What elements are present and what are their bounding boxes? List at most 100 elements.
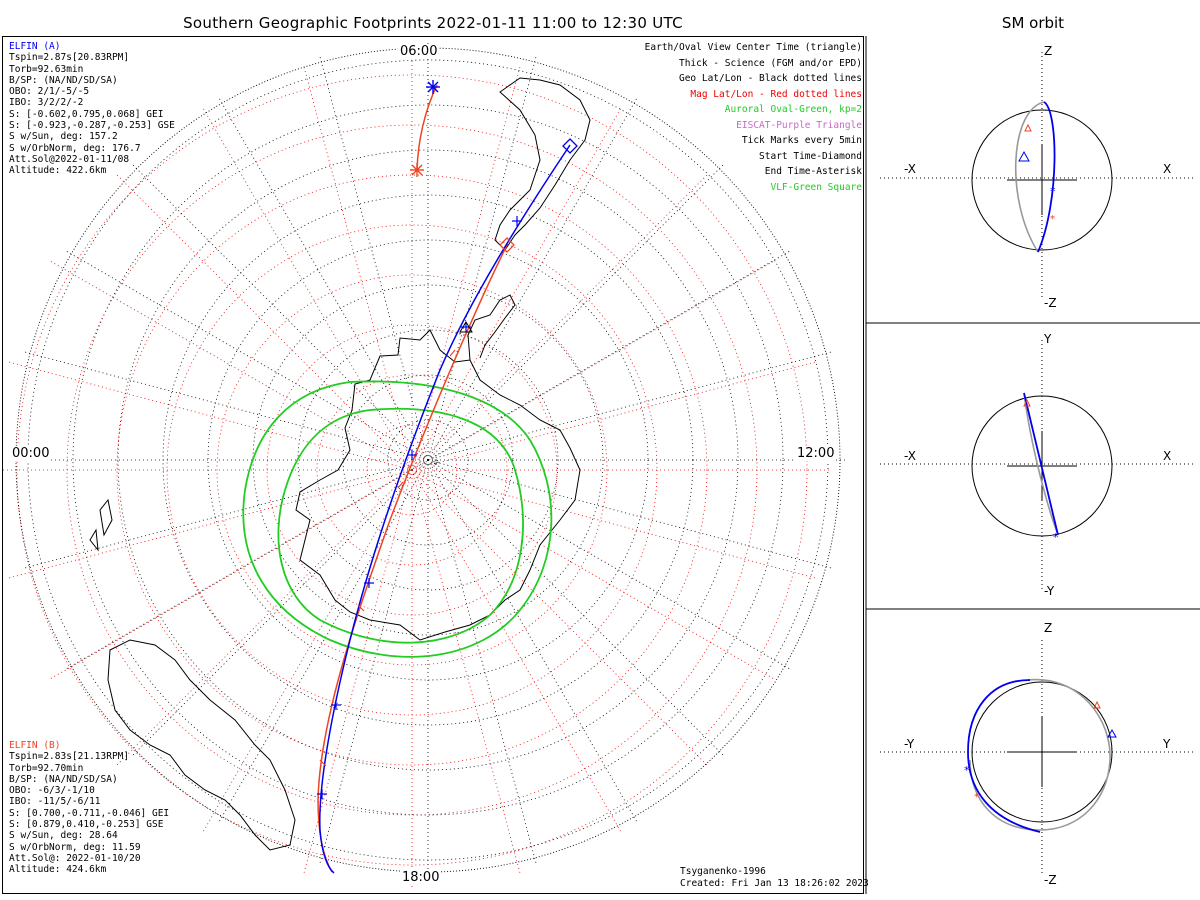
elfin-a-line: Att.Sol@2022-01-11/08 xyxy=(9,153,130,165)
pole-marker xyxy=(433,459,439,465)
legend-item: End Time-Asterisk xyxy=(764,166,862,177)
elfin-b-line: Tspin=2.83s[21.13RPM] xyxy=(9,751,130,763)
meridian-line xyxy=(411,106,623,471)
elfin-a-line: S: [-0.923,-0.287,-0.253] GSE xyxy=(9,120,175,132)
meridian-line xyxy=(411,469,710,768)
panel1-left-label: -X xyxy=(904,162,916,176)
legend-item: VLF-Green Square xyxy=(770,181,862,193)
panel3-bottom-label: -Z xyxy=(1044,873,1057,887)
south-america-coastline xyxy=(494,77,591,251)
africa-coastline xyxy=(107,639,296,851)
time-label-left: 00:00 xyxy=(10,446,52,461)
elfin-a-footprint-track xyxy=(319,144,571,874)
plot-title: Southern Geographic Footprints 2022-01-1… xyxy=(183,14,683,32)
meridian-line xyxy=(114,172,413,471)
panel3-left-label: -Y xyxy=(904,737,915,751)
elfin-a-line: S w/Sun, deg: 157.2 xyxy=(9,131,118,143)
elfin-a-end-asterisk xyxy=(426,80,440,94)
meridian-line xyxy=(201,469,413,834)
elfin-b-line: B/SP: (NA/ND/SD/SA) xyxy=(9,773,118,785)
track-tick-marks xyxy=(317,216,522,799)
auroral-oval-outer xyxy=(242,380,553,658)
svg-text:*: * xyxy=(974,792,979,803)
antarctic-peninsula xyxy=(467,294,516,361)
svg-text:*: * xyxy=(1050,185,1056,198)
elfin-a-info: ELFIN (A) Tspin=2.87s[20.83RPM] Torb=92.… xyxy=(9,41,175,177)
legend-item: Start Time-Diamond xyxy=(759,150,862,162)
elfin-b-line: Att.Sol@: 2022-01-10/20 xyxy=(9,852,141,864)
meridian-line xyxy=(201,106,413,471)
time-label-top: 06:00 xyxy=(398,44,440,59)
elfin-b-name: ELFIN (B) xyxy=(9,740,61,751)
elfin-a-line: OBO: 2/1/-5/-5 xyxy=(9,86,90,98)
sm-orbit-title: SM orbit xyxy=(1001,14,1065,32)
meridian-line xyxy=(48,469,413,681)
elfin-b-line: S w/OrbNorm, deg: 11.59 xyxy=(9,841,141,853)
meridian-line xyxy=(427,54,538,461)
meridian-line xyxy=(427,459,792,671)
elfin-a-line: Torb=92.63min xyxy=(9,63,84,75)
sm-panel-xz: * * xyxy=(880,52,1195,300)
panel2-left-label: -X xyxy=(904,449,916,463)
meridian-line xyxy=(6,469,413,580)
meridian-line xyxy=(130,459,429,758)
meridian-line xyxy=(427,459,639,824)
meridian-line xyxy=(427,162,726,461)
meridian-line xyxy=(411,172,710,471)
model-name: Tsyganenko-1996 xyxy=(680,866,766,877)
meridian-line xyxy=(411,360,818,471)
legend: Earth/Oval View Center Time (triangle) T… xyxy=(645,40,862,195)
panel1-right-label: X xyxy=(1163,162,1172,176)
meridian-line xyxy=(427,96,639,461)
meridian-line xyxy=(217,96,429,461)
elfin-b-line: S: [0.879,0.410,-0.253] GSE xyxy=(9,819,164,831)
meridian-line xyxy=(22,459,429,570)
time-label-right: 12:00 xyxy=(795,446,837,461)
elfin-b-line: S w/Sun, deg: 28.64 xyxy=(9,830,118,842)
legend-item: Earth/Oval View Center Time (triangle) xyxy=(644,42,862,53)
svg-text:*: * xyxy=(1050,214,1055,225)
footprint-map-frame xyxy=(2,36,864,894)
svg-text:*: * xyxy=(1053,531,1059,544)
panel2-bottom-label: -Y xyxy=(1044,584,1055,598)
legend-item: EISCAT-Purple Triangle xyxy=(736,119,862,131)
time-label-bottom: 18:00 xyxy=(400,870,442,885)
view-center-triangle xyxy=(459,321,473,333)
panel2-right-label: X xyxy=(1163,449,1172,463)
elfin-b-line: Torb=92.70min xyxy=(9,762,84,774)
panel3-top-label: Z xyxy=(1044,621,1053,635)
meridian-line xyxy=(411,469,623,834)
new-zealand-coastline xyxy=(89,498,113,552)
meridian-line xyxy=(427,459,726,758)
meridian-line xyxy=(427,350,834,461)
meridian-line xyxy=(64,249,429,461)
meridian-line xyxy=(411,259,776,471)
elfin-b-line: OBO: -6/3/-1/10 xyxy=(9,785,95,797)
elfin-b-line: S: [0.700,-0.711,-0.046] GEI xyxy=(9,807,170,819)
legend-item: Mag Lat/Lon - Red dotted lines xyxy=(690,88,862,100)
sm-orbit-panels xyxy=(865,36,1200,894)
elfin-b-line: Altitude: 424.6km xyxy=(9,864,107,876)
panel3-right-label: Y xyxy=(1163,737,1171,751)
panel1-top-label: Z xyxy=(1044,44,1053,58)
legend-item: Tick Marks every 5min xyxy=(741,135,862,146)
meridian-line xyxy=(48,259,413,471)
elfin-a-start-diamond xyxy=(562,138,578,154)
auroral-oval-inner xyxy=(277,407,524,644)
elfin-a-line: Altitude: 422.6km xyxy=(9,165,107,177)
elfin-b-start-diamond xyxy=(499,237,515,253)
elfin-b-footprint-track xyxy=(317,84,508,873)
panel2-top-label: Y xyxy=(1044,332,1052,346)
legend-item: Geo Lat/Lon - Black dotted lines xyxy=(678,73,862,84)
meridian-line xyxy=(427,459,538,866)
sm-panel-yz: * * xyxy=(880,640,1195,875)
panel1-bottom-label: -Z xyxy=(1044,296,1057,310)
created-timestamp: Created: Fri Jan 13 18:26:02 2023 xyxy=(680,878,869,889)
elfin-b-line: IBO: -11/5/-6/11 xyxy=(9,796,101,808)
legend-item: Auroral Oval-Green, kp=2 xyxy=(724,104,862,115)
svg-text:*: * xyxy=(964,764,970,777)
footer: Tsyganenko-1996 Created: Fri Jan 13 18:2… xyxy=(680,866,869,890)
elfin-a-line: Tspin=2.87s[20.83RPM] xyxy=(9,52,130,64)
sm-panel-xy: * xyxy=(880,340,1195,590)
